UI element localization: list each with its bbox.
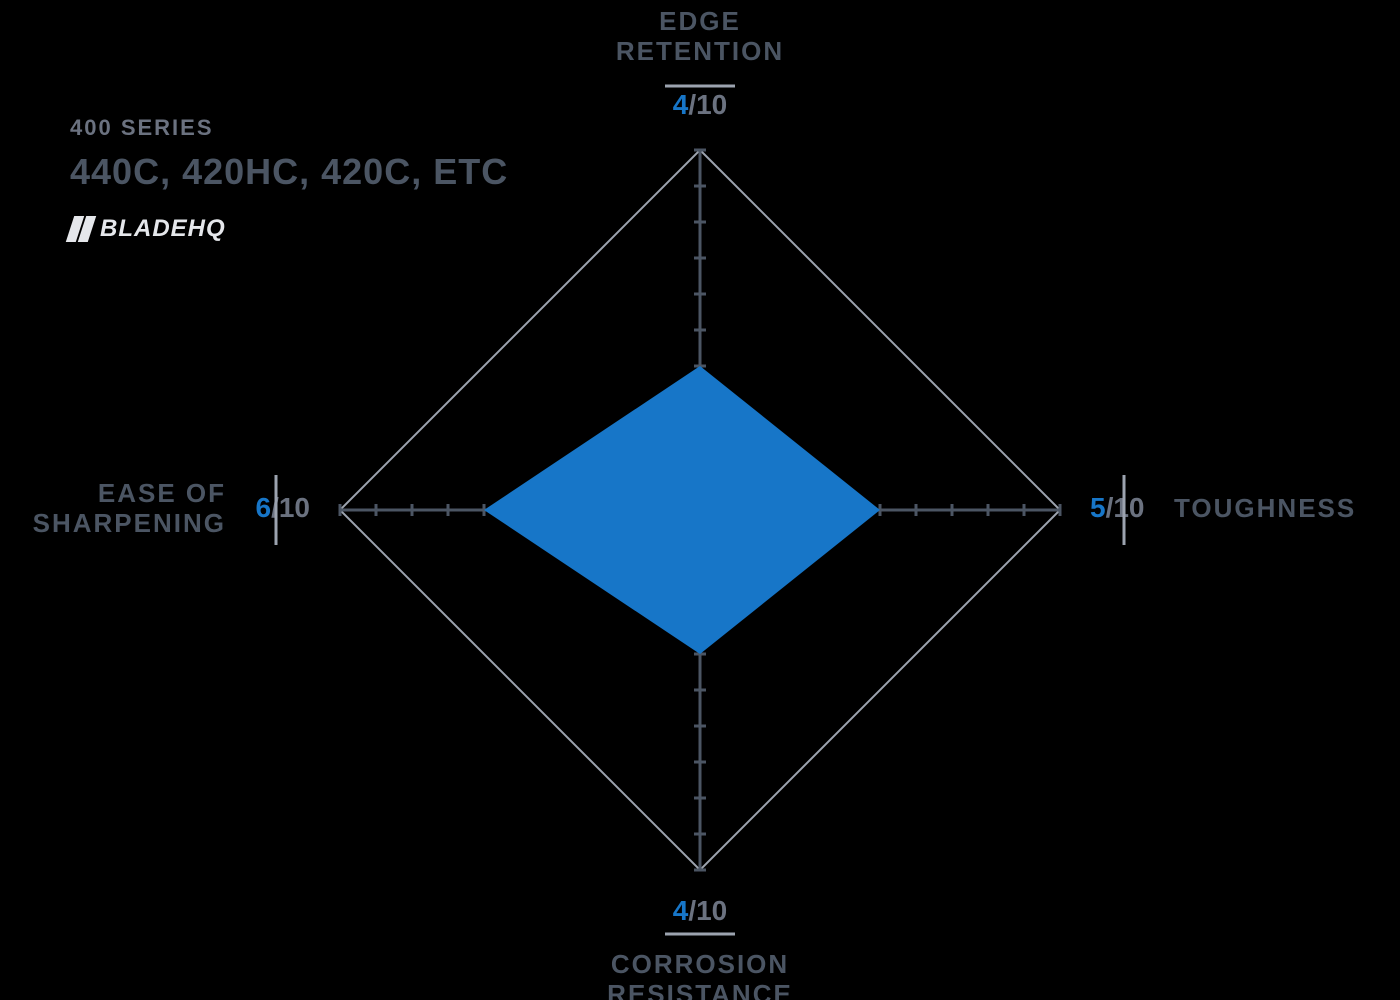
label-corrosion_resistance: CORROSION bbox=[611, 949, 789, 979]
score-toughness: 5/10 bbox=[1090, 492, 1145, 523]
score-edge_retention: 4/10 bbox=[673, 89, 728, 120]
radar-chart: 4/10 EDGERETENTION 5/10 TOUGHNESS 4/10 CORROS… bbox=[0, 0, 1400, 1000]
score-ease_of_sharpening: 6/10 bbox=[255, 492, 310, 523]
label-corrosion_resistance: RESISTANCE bbox=[607, 979, 793, 1000]
label-toughness: TOUGHNESS bbox=[1174, 493, 1356, 523]
label-edge_retention: EDGE bbox=[659, 6, 741, 36]
label-ease_of_sharpening: SHARPENING bbox=[33, 508, 226, 538]
label-ease_of_sharpening: EASE OF bbox=[98, 478, 226, 508]
radar-svg: 4/10 EDGERETENTION 5/10 TOUGHNESS 4/10 CORROS… bbox=[0, 0, 1400, 1000]
score-corrosion_resistance: 4/10 bbox=[673, 895, 728, 926]
radar-data-polygon bbox=[484, 366, 880, 654]
label-edge_retention: RETENTION bbox=[616, 36, 784, 66]
